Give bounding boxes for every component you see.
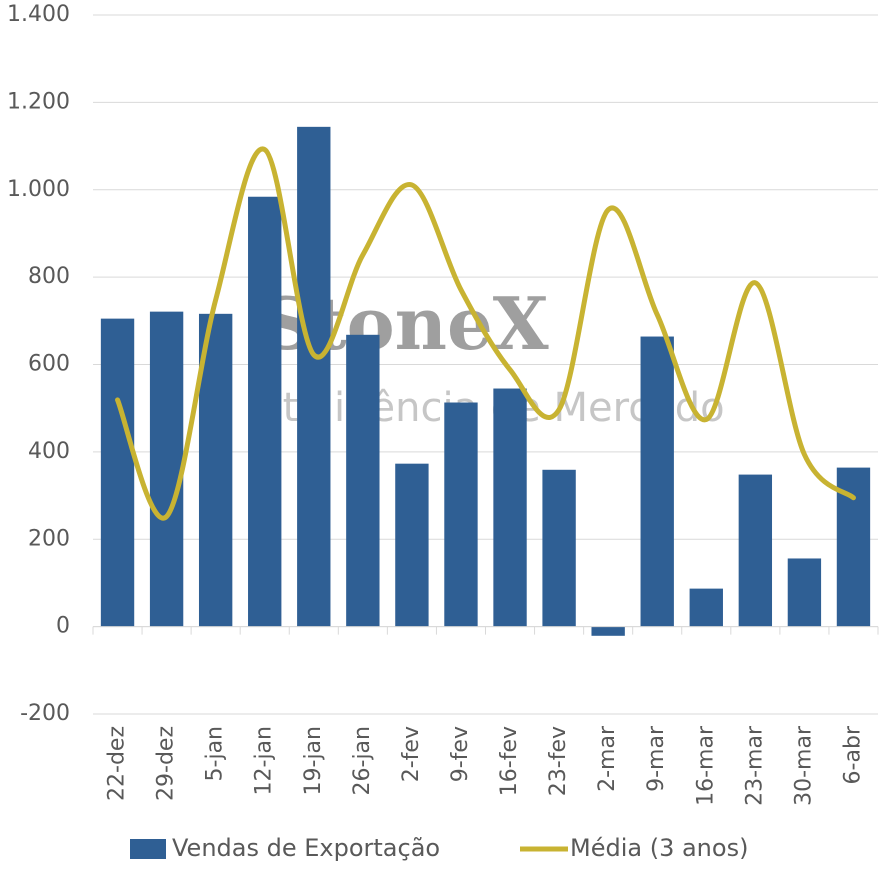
y-tick-label: 0 xyxy=(56,614,70,639)
bar xyxy=(493,388,527,627)
legend-label: Média (3 anos) xyxy=(570,834,748,862)
bar xyxy=(149,311,184,627)
bar xyxy=(395,463,429,627)
bar xyxy=(738,474,773,627)
x-tick-label: 16-fev xyxy=(497,726,522,796)
bar xyxy=(591,626,625,636)
bar xyxy=(640,336,674,627)
x-tick-label: 23-mar xyxy=(742,725,767,806)
x-tick-label: 19-jan xyxy=(301,726,326,795)
y-tick-label: 800 xyxy=(28,264,70,289)
x-tick-label: 26-jan xyxy=(350,726,375,795)
bar xyxy=(787,558,822,627)
y-tick-label: -200 xyxy=(20,701,70,726)
y-tick-label: 200 xyxy=(28,526,70,551)
x-tick-label: 5-jan xyxy=(203,726,228,781)
y-tick-label: 1.000 xyxy=(7,177,70,202)
legend-label: Vendas de Exportação xyxy=(172,834,440,862)
bar xyxy=(100,318,135,627)
x-tick-label: 22-dez xyxy=(105,726,130,801)
bar xyxy=(297,126,331,627)
y-tick-label: 400 xyxy=(28,439,70,464)
y-tick-label: 1.400 xyxy=(7,2,70,27)
x-tick-label: 23-fev xyxy=(546,726,571,796)
x-tick-label: 2-mar xyxy=(595,725,620,792)
x-tick-label: 2-fev xyxy=(399,726,424,782)
bar xyxy=(444,402,478,627)
bar xyxy=(248,196,282,627)
x-tick-label: 12-jan xyxy=(252,726,277,795)
bar xyxy=(198,313,233,627)
bar xyxy=(346,334,380,627)
x-tick-label: 30-mar xyxy=(791,725,816,806)
legend-swatch xyxy=(130,839,166,859)
x-tick-label: 6-abr xyxy=(840,725,865,784)
bar xyxy=(689,588,723,627)
x-tick-label: 16-mar xyxy=(693,725,718,806)
bar xyxy=(542,469,576,627)
line xyxy=(115,146,856,521)
x-tick-label: 29-dez xyxy=(154,726,179,801)
y-tick-label: 1.200 xyxy=(7,89,70,114)
y-tick-label: 600 xyxy=(28,352,70,377)
x-tick-label: 9-fev xyxy=(448,726,473,782)
x-tick-label: 9-mar xyxy=(644,725,669,792)
